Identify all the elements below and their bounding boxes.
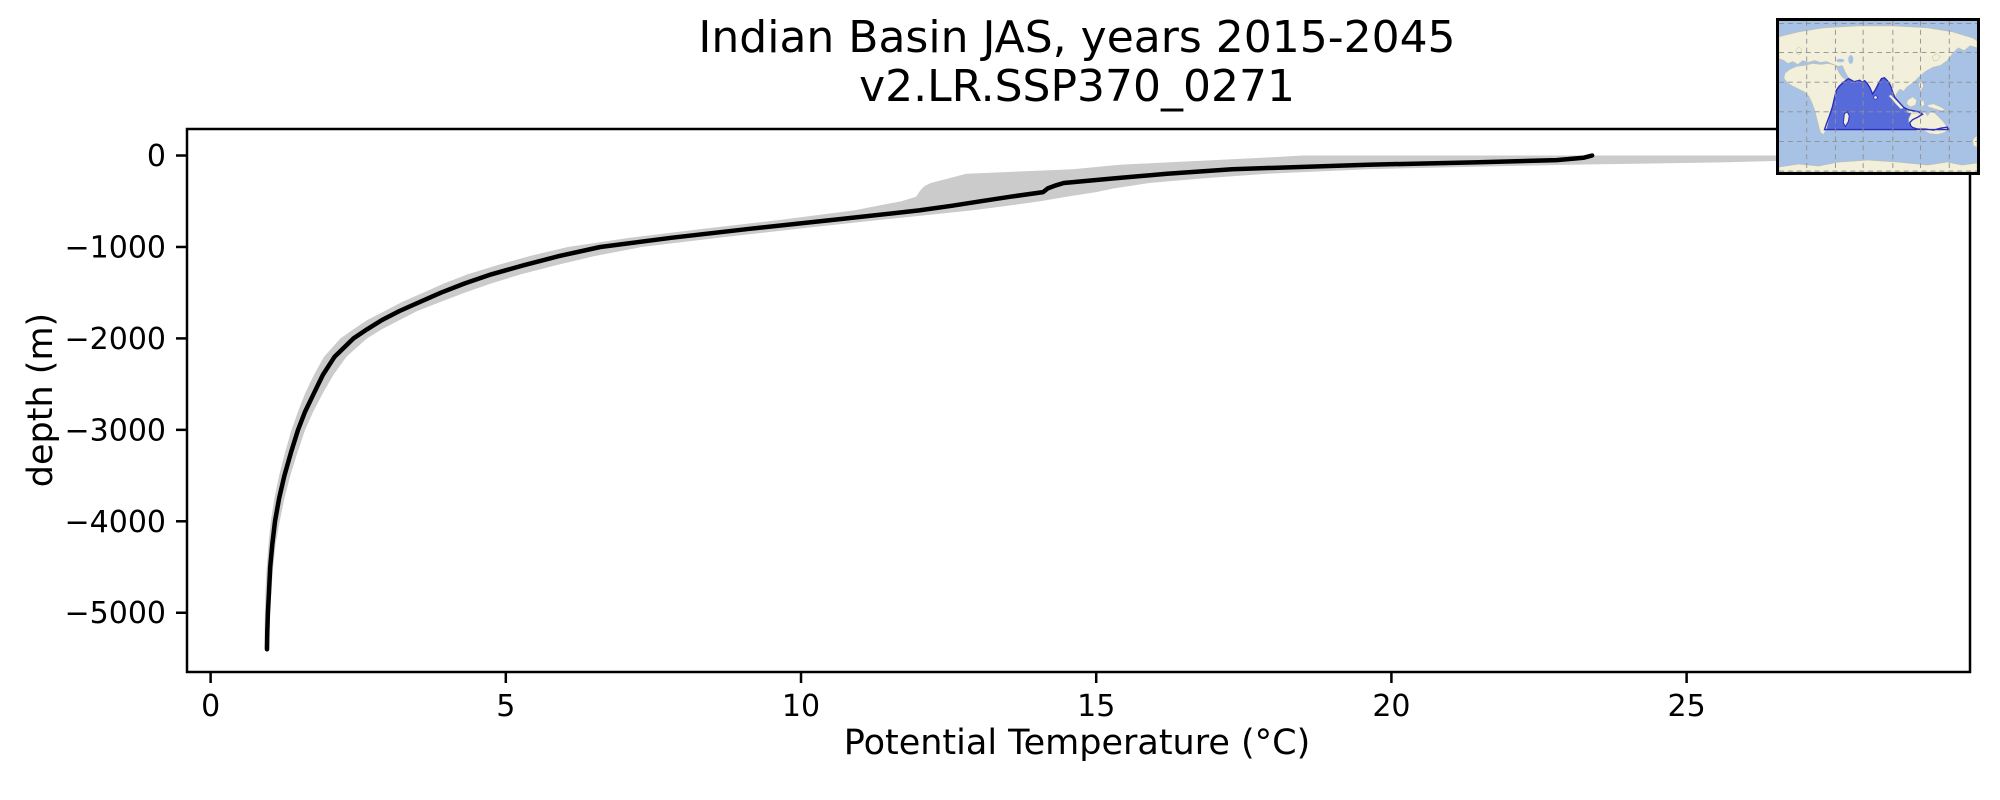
mean-profile-line — [264, 153, 1595, 652]
y-axis-label: depth (m) — [21, 312, 61, 488]
island-sri-lanka — [1873, 95, 1878, 100]
x-tick-label: 5 — [496, 689, 515, 724]
y-tick-label: −2000 — [65, 322, 166, 357]
y-tick-label: −3000 — [65, 413, 166, 448]
island-new-guinea — [1927, 103, 1946, 112]
island-japan — [1932, 53, 1941, 61]
chart-title: Indian Basin JAS, years 2015-2045 v2.LR.… — [154, 13, 2000, 111]
island-sulawesi — [1920, 99, 1925, 108]
x-tick-label: 0 — [201, 689, 220, 724]
y-tick-label: −5000 — [65, 596, 166, 631]
continent-africa — [1783, 63, 1847, 135]
island-sumatra — [1888, 94, 1905, 110]
y-tick-label: −1000 — [65, 230, 166, 265]
island-madagascar — [1842, 111, 1850, 128]
basin-map-inset — [1776, 18, 1980, 175]
x-tick-label: 15 — [1077, 689, 1115, 724]
x-axis-ticks: 0 5 10 15 20 25 — [201, 672, 1706, 724]
map-gridlines — [1779, 21, 1977, 172]
island-philippines — [1918, 80, 1924, 92]
black-sea — [1836, 58, 1845, 63]
x-tick-label: 10 — [782, 689, 820, 724]
x-tick-label: 25 — [1668, 689, 1706, 724]
spread-band — [264, 155, 1864, 650]
caspian-sea — [1848, 55, 1854, 64]
axes-frame — [185, 127, 1972, 674]
x-axis-label: Potential Temperature (°C) — [843, 723, 1311, 763]
y-tick-label: −4000 — [65, 505, 166, 540]
island-borneo — [1906, 96, 1917, 108]
continent-antarctica — [1779, 159, 1977, 172]
y-tick-label: 0 — [147, 139, 166, 174]
chart-title-line1: Indian Basin JAS, years 2015-2045 — [698, 12, 1456, 63]
x-tick-label: 20 — [1372, 689, 1410, 724]
y-axis-ticks: 0 −1000 −2000 −3000 −4000 −5000 — [65, 139, 187, 631]
map-landmasses — [1779, 25, 1977, 172]
chart-title-line2: v2.LR.SSP370_0271 — [859, 61, 1295, 112]
